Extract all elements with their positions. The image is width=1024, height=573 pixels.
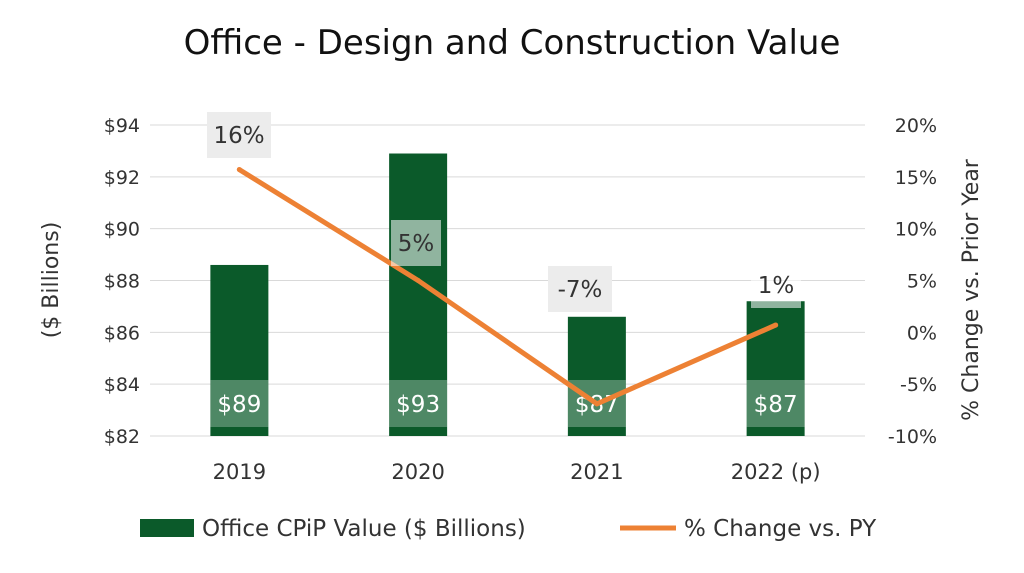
x-tick-label: 2019: [213, 460, 266, 484]
legend-bar-swatch: [140, 519, 194, 537]
bar-label-box: [210, 380, 269, 427]
y2-tick-label: -5%: [900, 374, 937, 396]
bar-value-label: $93: [396, 392, 440, 418]
x-tick-label: 2022 (p): [731, 460, 821, 484]
y-axis-title: ($ Billions): [39, 222, 64, 339]
percent-label-box: [548, 266, 612, 312]
bar: [210, 264, 269, 436]
percent-label: -7%: [558, 277, 603, 303]
percent-label: 5%: [398, 231, 435, 257]
y2-tick-label: 15%: [895, 167, 937, 189]
chart-title: Office - Design and Construction Value: [184, 23, 841, 63]
y-axis-left: $82 $84 $86 $88 $90 $92 $94: [104, 115, 140, 448]
legend: Office CPiP Value ($ Billions) % Change …: [140, 516, 877, 542]
bar-label-box: [746, 380, 805, 427]
x-axis: 2019 2020 2021 2022 (p): [213, 460, 821, 484]
percent-change-line: [236, 167, 779, 407]
y-tick-label: $92: [104, 167, 140, 189]
y2-axis-title: % Change vs. Prior Year: [959, 158, 984, 421]
percent-label: 1%: [758, 273, 795, 299]
line-point: [594, 401, 600, 407]
line-point: [773, 322, 779, 328]
y-tick-label: $82: [104, 426, 140, 448]
legend-line-label: % Change vs. PY: [684, 516, 877, 542]
y-axis-right: -10% -5% 0% 5% 10% 15% 20%: [888, 115, 937, 448]
y-tick-label: $94: [104, 115, 140, 137]
line-point: [236, 167, 242, 173]
y-tick-label: $90: [104, 219, 140, 241]
percent-label-box: [391, 220, 441, 266]
line-point: [415, 278, 421, 283]
bar-label-box: [389, 380, 448, 427]
percent-label: 16%: [213, 123, 264, 149]
percent-label-box: [207, 112, 271, 158]
x-tick-label: 2020: [391, 460, 444, 484]
x-tick-label: 2021: [570, 460, 623, 484]
y2-tick-label: 5%: [907, 271, 937, 293]
bar-value-label: $89: [217, 392, 261, 418]
bar: [567, 316, 626, 436]
line-series: [236, 167, 779, 407]
y-tick-label: $86: [104, 322, 140, 344]
percent-labels: 16% 5% -7% 1%: [207, 112, 801, 312]
y2-tick-label: 10%: [895, 219, 937, 241]
legend-bar-label: Office CPiP Value ($ Billions): [202, 516, 526, 542]
percent-label-box: [751, 262, 801, 308]
y-tick-label: $84: [104, 374, 140, 396]
bar-value-label: $87: [754, 392, 798, 418]
y-tick-label: $88: [104, 271, 140, 293]
y2-tick-label: 0%: [907, 322, 937, 344]
y2-tick-label: 20%: [895, 115, 937, 137]
y2-tick-label: -10%: [888, 426, 937, 448]
bar-series: $89$93$87$87: [210, 153, 805, 436]
